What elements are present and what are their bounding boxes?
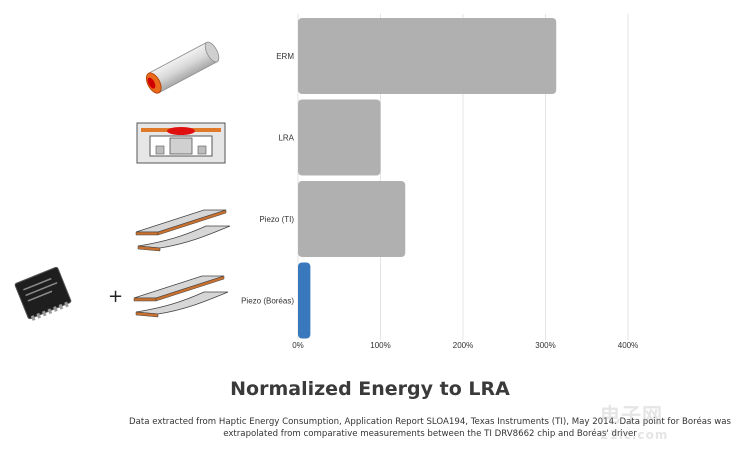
watermark: 电子网 21ic.com (600, 405, 740, 445)
watermark-sub: 21ic.com (600, 428, 669, 442)
piezo-bender-icon (135, 209, 231, 252)
bars (298, 18, 557, 339)
tick-labels: 0% 100% 200% 300% 400% (292, 341, 638, 350)
piezo-bender-icon (133, 275, 229, 318)
category-label: Piezo (Boréas) (241, 297, 294, 306)
category-label: Piezo (TI) (259, 215, 294, 224)
bar (298, 18, 557, 94)
category-labels: ERM LRA Piezo (TI) Piezo (Boréas) (241, 52, 295, 306)
erm-motor-icon (145, 41, 220, 94)
bar (298, 99, 381, 176)
chart-title: Normalized Energy to LRA (230, 378, 510, 400)
x-tick-label: 400% (618, 341, 638, 350)
bar (298, 181, 406, 257)
lra-actuator-icon (136, 122, 226, 164)
x-tick-label: 300% (535, 341, 555, 350)
x-tick-label: 200% (453, 341, 473, 350)
driver-chip-icon (14, 266, 72, 321)
caption-line-2: extrapolated from comparative measuremen… (223, 429, 637, 439)
caption-line-1: Data extracted from Haptic Energy Consum… (128, 417, 732, 427)
x-tick-label: 100% (370, 341, 390, 350)
category-label: LRA (278, 134, 294, 143)
watermark-text: 电子网 (600, 403, 663, 427)
plus-sign: + (108, 286, 124, 307)
x-tick-label: 0% (292, 341, 304, 350)
category-label: ERM (276, 52, 294, 61)
caption: Data extracted from Haptic Energy Consum… (120, 416, 740, 440)
bar (298, 262, 311, 339)
